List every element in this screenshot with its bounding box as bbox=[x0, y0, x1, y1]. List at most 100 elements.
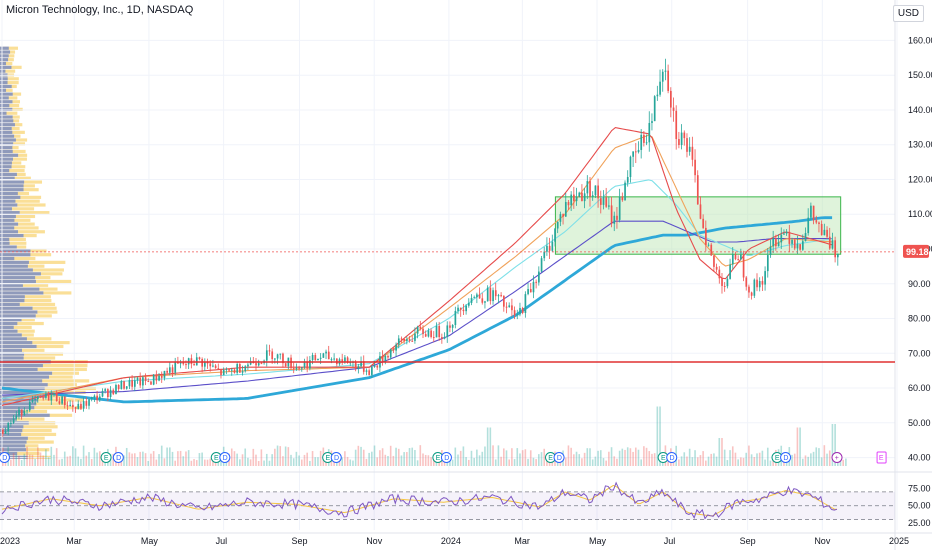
volume-bar bbox=[362, 449, 365, 466]
volume-profile-bar-down bbox=[0, 58, 9, 62]
volume-profile-bar-up bbox=[0, 398, 84, 402]
candle-body bbox=[610, 205, 613, 224]
volume-bar bbox=[745, 452, 748, 466]
volume-bar bbox=[799, 427, 801, 466]
candle-body bbox=[721, 278, 723, 286]
candle-body bbox=[459, 307, 462, 310]
price-axis[interactable]: 160.00150.00140.00130.00120.00110.00100.… bbox=[903, 35, 932, 463]
event-marker[interactable]: D bbox=[780, 452, 792, 463]
candle-body bbox=[295, 367, 298, 370]
candle-body bbox=[158, 375, 160, 381]
candle-body bbox=[583, 193, 586, 202]
candle-body bbox=[112, 389, 115, 395]
event-marker[interactable]: D bbox=[219, 452, 231, 463]
candle-body bbox=[182, 362, 185, 365]
event-marker-label: D bbox=[783, 455, 788, 462]
volume-profile-bar-up bbox=[0, 165, 26, 169]
candle-body bbox=[389, 349, 392, 358]
volume-bar bbox=[123, 455, 125, 466]
volume-bar bbox=[368, 452, 370, 466]
last-price-tag bbox=[903, 244, 929, 258]
event-marker[interactable]: D bbox=[666, 452, 678, 463]
event-marker[interactable]: D bbox=[112, 452, 124, 463]
volume-bar bbox=[729, 450, 731, 466]
event-marker[interactable]: E bbox=[100, 452, 112, 463]
candle-body bbox=[820, 223, 823, 236]
volume-profile-bar-down bbox=[0, 126, 12, 131]
event-marker[interactable]: + bbox=[831, 452, 843, 463]
currency-button[interactable]: USD bbox=[892, 5, 924, 22]
candle-body bbox=[214, 365, 217, 369]
volume-bar bbox=[772, 458, 774, 466]
candle-body bbox=[559, 214, 562, 222]
volume-bar bbox=[74, 448, 77, 466]
event-marker[interactable]: D bbox=[553, 452, 565, 463]
volume-bar bbox=[333, 460, 335, 466]
time-axis[interactable]: 2023 Mar May Jul Sep Nov 2024 Mar May Jul Sep Nov 20… bbox=[0, 536, 909, 546]
candle-body bbox=[201, 359, 204, 367]
event-marker[interactable]: D bbox=[330, 452, 342, 463]
candle-body bbox=[613, 215, 616, 224]
candle-body bbox=[519, 308, 521, 315]
volume-bar bbox=[538, 454, 540, 466]
volume-bar bbox=[373, 445, 376, 466]
volume-bar bbox=[400, 455, 403, 466]
volume-bar bbox=[128, 452, 131, 466]
candle-body bbox=[473, 297, 476, 299]
candle-body bbox=[107, 389, 109, 397]
candle-body bbox=[586, 181, 589, 194]
volume-profile-bar-down bbox=[0, 230, 19, 234]
candle-body bbox=[745, 277, 748, 287]
event-marker[interactable]: D bbox=[0, 452, 10, 463]
candle-body bbox=[63, 396, 66, 406]
candle-body bbox=[831, 240, 834, 249]
volume-bar bbox=[688, 448, 691, 466]
candle-body bbox=[279, 353, 282, 355]
volume-bar bbox=[90, 459, 93, 466]
volume-profile-bar-down bbox=[0, 306, 33, 310]
volume-bar bbox=[842, 459, 844, 466]
volume-profile-bar-up bbox=[0, 218, 31, 222]
candle-body bbox=[670, 90, 672, 108]
volume-bar bbox=[516, 448, 519, 466]
volume-profile-bar-up bbox=[0, 379, 90, 383]
candle-body bbox=[39, 396, 42, 398]
event-marker[interactable]: D bbox=[440, 452, 452, 463]
volume-bar bbox=[586, 448, 589, 466]
volume-bar bbox=[718, 438, 721, 466]
event-markers[interactable]: D E D E D E D E D E D E D E D + E bbox=[0, 451, 887, 464]
volume-profile-bar-down bbox=[0, 146, 13, 150]
volume-profile-bar-down bbox=[0, 103, 10, 108]
candle-body bbox=[634, 151, 637, 153]
volume-profile-bar-down bbox=[0, 364, 43, 368]
rsi-pane[interactable]: 75.00 50.00 25.00 bbox=[0, 481, 931, 528]
candle-body bbox=[618, 196, 621, 220]
volume-bar bbox=[629, 448, 632, 466]
volume-bar bbox=[174, 460, 176, 466]
candle-body bbox=[643, 134, 645, 143]
event-marker[interactable]: E bbox=[876, 451, 887, 464]
volume-profile-bar-down bbox=[0, 50, 11, 54]
candle-body bbox=[244, 366, 247, 372]
volume-bar bbox=[247, 457, 249, 466]
volume-bar bbox=[403, 452, 405, 466]
volume-bar bbox=[265, 453, 268, 466]
volume-profile-bar-up bbox=[0, 298, 52, 303]
volume-bar bbox=[112, 453, 115, 466]
moving-averages bbox=[1, 127, 833, 406]
volume-bar bbox=[632, 451, 634, 466]
volume-bar bbox=[185, 451, 187, 466]
horizontal-line[interactable] bbox=[0, 251, 895, 363]
candle-body bbox=[451, 325, 454, 328]
candle-body bbox=[327, 351, 330, 360]
candle-body bbox=[322, 353, 325, 358]
volume-bar bbox=[478, 455, 481, 466]
volume-profile-bar-up bbox=[0, 348, 45, 352]
candle-body bbox=[290, 357, 292, 369]
candle-body bbox=[489, 287, 492, 302]
volume-bar bbox=[826, 453, 828, 466]
candle-body bbox=[637, 149, 640, 153]
volume-profile-bar-down bbox=[0, 402, 37, 406]
rsi-tick-label: 25.00 bbox=[908, 518, 931, 528]
